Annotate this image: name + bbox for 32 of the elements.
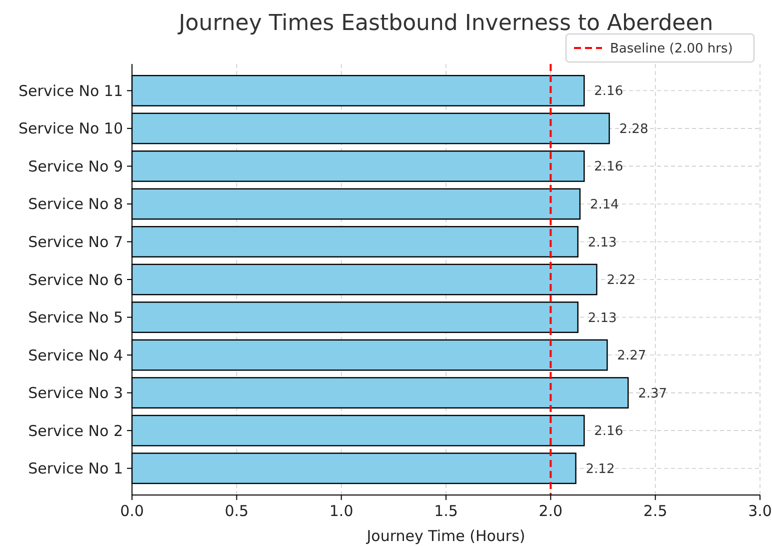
x-tick-label: 0.0 [120, 502, 144, 520]
x-tick-label: 0.5 [224, 502, 249, 520]
x-tick-label: 1.5 [434, 502, 458, 520]
data-label: 2.27 [617, 348, 646, 364]
data-label: 2.16 [594, 160, 624, 175]
data-label: 2.14 [590, 198, 619, 213]
y-tick-label: Service No 10 [18, 120, 123, 138]
x-axis-title: Journey Time (Hours) [366, 527, 526, 545]
data-label: 2.12 [586, 462, 615, 477]
x-tick-label: 3.0 [748, 502, 772, 520]
y-tick-label: Service No 5 [28, 308, 123, 327]
y-tick-label: Service No 3 [28, 384, 123, 402]
y-tick-label: Service No 9 [28, 157, 123, 176]
y-tick-label: Service No 1 [28, 460, 123, 478]
x-tick-label: 2.5 [643, 502, 668, 520]
y-tick-label: Service No 6 [28, 270, 123, 289]
data-label: 2.16 [594, 424, 624, 440]
y-tick-label: Service No 7 [28, 232, 123, 251]
legend-label: Baseline (2.00 hrs) [610, 42, 733, 57]
data-label: 2.37 [638, 386, 668, 402]
chart-title: Journey Times Eastbound Inverness to Aberdeen [176, 11, 714, 36]
data-label: 2.16 [594, 84, 624, 100]
x-tick-label: 1.0 [329, 502, 354, 520]
y-tick-label: Service No 4 [28, 346, 123, 364]
data-label: 2.22 [606, 273, 636, 288]
y-tick-label: Service No 11 [18, 82, 123, 100]
y-tick-label: Service No 2 [28, 422, 123, 440]
data-label: 2.13 [588, 235, 617, 250]
data-label: 2.13 [588, 310, 617, 326]
x-tick-label: 2.0 [538, 502, 563, 520]
y-tick-label: Service No 8 [28, 195, 123, 214]
data-label: 2.28 [619, 122, 648, 137]
